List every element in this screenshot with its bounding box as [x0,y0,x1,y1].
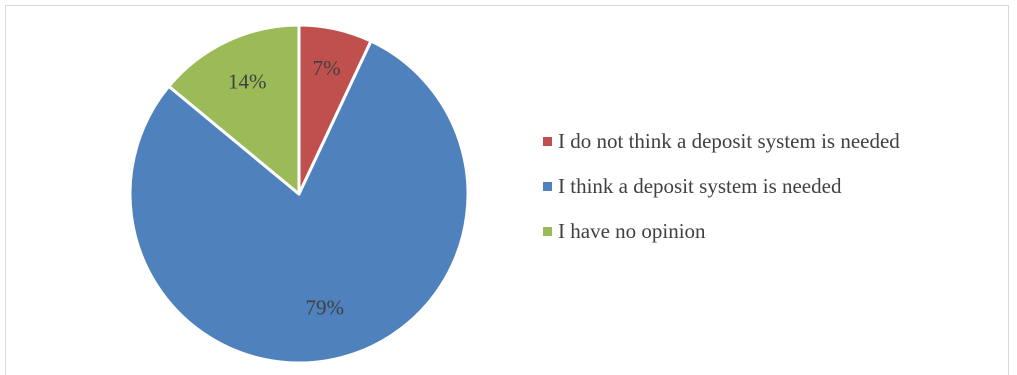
pie-label-no-deposit: 7% [313,56,341,80]
legend: I do not think a deposit system is neede… [543,119,900,254]
legend-item-deposit-needed: I think a deposit system is needed [543,164,900,209]
pie-slice-no-opinion [167,23,301,196]
legend-swatch-deposit-needed [543,182,552,191]
pie-slice-deposit-needed [128,39,470,365]
legend-item-no-deposit: I do not think a deposit system is neede… [543,119,900,164]
legend-swatch-no-deposit [543,137,552,146]
pie-label-no-opinion: 14% [228,70,267,94]
legend-item-no-opinion: I have no opinion [543,209,900,254]
pie-label-deposit-needed: 79% [306,295,345,319]
pie-slices [128,23,470,365]
legend-label-deposit-needed: I think a deposit system is needed [558,174,842,198]
pie-labels: 7% 79% 14% [228,56,344,319]
chart-frame: 7% 79% 14% I do not think a deposit system… [5,5,1009,375]
legend-label-no-opinion: I have no opinion [558,219,706,243]
legend-swatch-no-opinion [543,227,552,236]
pie-chart: 7% 79% 14% [128,23,470,365]
legend-label-no-deposit: I do not think a deposit system is neede… [558,129,900,153]
